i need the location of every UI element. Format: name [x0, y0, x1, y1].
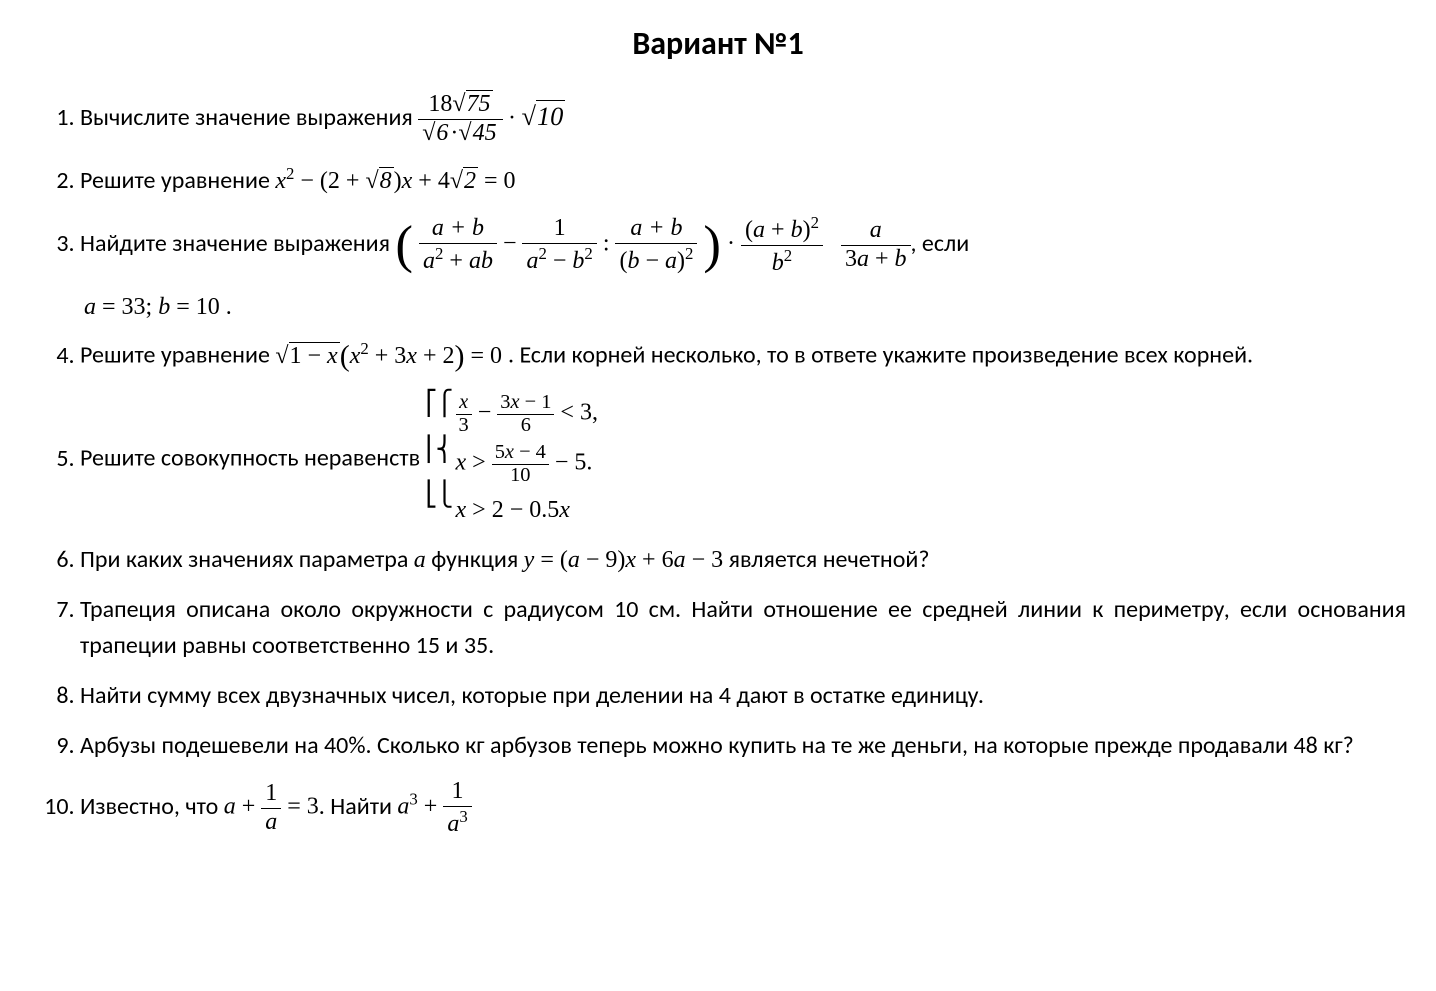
p3-f3: a + b(b − a)2: [615, 215, 697, 275]
sqrt-icon: 75: [452, 91, 492, 119]
p3-f4: (a + b)2b2: [741, 213, 823, 277]
p6-text-pre: При каких значениях параметра: [80, 545, 414, 574]
p2-x: x: [275, 168, 286, 194]
p9-text: Арбузы подешевели на 40%. Сколько кг арб…: [80, 731, 1354, 760]
p3-colon: :: [603, 231, 616, 257]
p1-num-coeff: 18: [428, 91, 452, 117]
p5-top-cases: ⎧⎨⎩ x3 − 3x − 16 < 3, x > 5x − 410 − 5. …: [436, 392, 598, 528]
p3-expression: ( a + ba2 + ab − 1a2 − b2 : a + b(b − a)…: [395, 213, 910, 277]
p6-func: y = (a − 9)x + 6a − 3: [524, 547, 723, 573]
p2-paren-close: )x + 4: [394, 168, 450, 194]
sqrt-icon: 2: [450, 163, 478, 199]
p1-dot: ·: [508, 105, 516, 131]
p2-minus: −: [294, 168, 320, 194]
curly-brace-icon: ⎧⎨⎩: [436, 392, 454, 528]
paren-open-icon: (: [395, 216, 413, 274]
p6-a: a: [414, 547, 426, 573]
p4-text-pre: Решите уравнение: [80, 341, 275, 370]
p3-text: Найдите значение выражения: [80, 229, 395, 258]
problem-1: Вычислите значение выражения 1875 6·45 ·…: [80, 91, 1406, 147]
paren-close-icon: ): [703, 216, 721, 274]
problem-4: Решите уравнение 1 − x(x2 + 3x + 2) = 0 …: [80, 333, 1406, 378]
p5-row3: x > 2 − 0.5x: [456, 492, 598, 528]
p1-outer-sqrt: 10: [521, 97, 565, 137]
problem-10: Известно, что a + 1a = 3 . Найти a3 + 1a…: [80, 778, 1406, 838]
p10-expr2: a3 + 1a3: [397, 778, 471, 838]
problem-9: Арбузы подешевели на 40%. Сколько кг арб…: [80, 728, 1406, 764]
worksheet-page: Вариант №1 Вычислите значение выражения …: [0, 0, 1436, 892]
p2-eq0: = 0: [478, 168, 516, 194]
p3-suffix: , если: [911, 229, 970, 258]
problem-8: Найти сумму всех двузначных чисел, котор…: [80, 678, 1406, 714]
p10-text-pre: Известно, что: [80, 792, 224, 821]
p2-text: Решите уравнение: [80, 166, 275, 195]
p4-expression: 1 − x(x2 + 3x + 2) = 0: [275, 343, 508, 369]
sqrt-icon: 45: [458, 120, 498, 148]
p1-fraction: 1875 6·45: [418, 91, 502, 147]
p6-text-mid: функция: [426, 545, 524, 574]
sqrt-icon: 6: [422, 120, 450, 148]
p5-text: Решите совокупность неравенств: [80, 444, 426, 473]
problem-2: Решите уравнение x2 − (2 + 8)x + 42 = 0: [80, 161, 1406, 199]
p5-row1: x3 − 3x − 16 < 3,: [456, 392, 598, 436]
p3-condition: a = 33; b = 10 .: [84, 289, 1406, 325]
p2-paren-open: (2 +: [320, 168, 366, 194]
p10-text-mid: . Найти: [319, 792, 398, 821]
p5-system: ⎡⎢⎣ ⎧⎨⎩ x3 − 3x − 16 < 3, x > 5x − 410 −…: [426, 392, 598, 528]
p1-text: Вычислите значение выражения: [80, 103, 418, 132]
p3-f5: a3a + b: [841, 217, 911, 273]
p8-text: Найти сумму всех двузначных чисел, котор…: [80, 681, 984, 710]
page-title: Вариант №1: [30, 24, 1406, 63]
problem-list: Вычислите значение выражения 1875 6·45 ·…: [30, 91, 1406, 838]
p3-dot: ·: [727, 231, 741, 257]
p2-expression: x2 − (2 + 8)x + 42 = 0: [275, 168, 515, 194]
problem-7: Трапеция описана около окружности с ради…: [80, 592, 1406, 664]
sqrt-icon: 8: [365, 163, 393, 199]
p5-row2: x > 5x − 410 − 5.: [456, 442, 598, 486]
p6-text-post: является нечетной?: [723, 545, 929, 574]
problem-6: При каких значениях параметра a функция …: [80, 542, 1406, 578]
p7-text: Трапеция описана около окружности с ради…: [80, 595, 1406, 660]
p3-f2: 1a2 − b2: [522, 215, 596, 275]
p3-minus: −: [503, 231, 523, 257]
problem-5: Решите совокупность неравенств ⎡⎢⎣ ⎧⎨⎩ x…: [80, 392, 1406, 528]
p4-text-post: . Если корней несколько, то в ответе ука…: [508, 341, 1253, 370]
p10-expr1: a + 1a = 3: [224, 780, 319, 836]
problem-3: Найдите значение выражения ( a + ba2 + a…: [80, 213, 1406, 325]
p3-f1: a + ba2 + ab: [419, 215, 497, 275]
sqrt-icon: 1 − x: [275, 338, 339, 374]
p1-expression: 1875 6·45 · 10: [418, 91, 565, 147]
